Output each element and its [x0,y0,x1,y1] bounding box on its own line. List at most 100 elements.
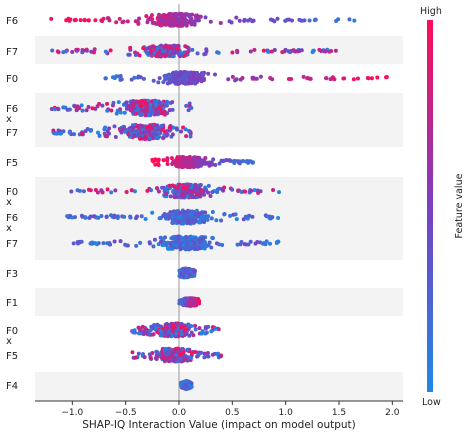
data-point [105,16,110,21]
data-point [160,243,165,248]
data-point [128,215,133,220]
data-point [258,74,263,79]
data-point [243,189,248,194]
data-point [247,213,252,218]
data-point [105,101,110,106]
data-point [176,163,181,168]
data-point [134,243,139,248]
data-point [180,13,185,18]
data-point [130,103,135,108]
data-point [210,210,215,215]
data-point [128,45,133,50]
data-point [122,214,127,219]
data-point [136,133,141,138]
data-point [172,43,177,48]
data-point [182,213,187,218]
data-point [234,15,239,20]
row-label: F0 [6,326,18,337]
data-point [133,50,138,55]
data-point [138,75,143,80]
data-point [109,190,114,195]
data-point [194,192,199,197]
data-point [216,50,221,55]
data-point [228,213,233,218]
data-point [89,127,94,132]
x-axis: −1.0 −0.5 0.0 0.5 1.0 1.5 2.0 [35,400,403,418]
data-point [170,16,175,21]
data-point [239,240,244,245]
data-point [209,329,214,334]
data-point [332,77,337,82]
data-point [159,333,164,338]
data-point [103,49,108,54]
data-point [145,188,150,193]
colorbar-title: Feature value [454,173,465,238]
data-point [113,135,118,140]
data-point [179,164,184,169]
data-point [187,14,192,19]
x-tick-label: 0.5 [225,408,239,418]
data-point [193,327,198,332]
data-point [176,346,181,351]
data-point [188,134,193,139]
data-point [103,76,108,81]
data-point [154,99,159,104]
data-point [140,124,145,129]
data-point [121,19,126,24]
data-point [188,212,193,217]
data-point [206,190,211,195]
data-point [201,245,206,250]
data-point [212,72,217,77]
data-point [61,129,66,134]
data-point [127,52,132,57]
data-point [230,74,235,79]
data-point [180,299,185,304]
data-point [163,21,168,26]
data-point [181,267,186,272]
row-label: F0 [6,187,18,198]
data-point [150,210,155,215]
data-point [323,49,328,54]
data-point [96,130,101,135]
data-point [100,103,105,108]
row-label: F7 [6,47,18,58]
data-point [328,77,333,82]
data-point [170,353,175,358]
data-point [186,245,191,250]
data-point [234,217,239,222]
data-point [105,108,110,113]
data-point [256,190,261,195]
data-point [150,157,155,162]
data-point [341,76,346,81]
data-point [163,347,168,352]
data-point [93,18,98,23]
data-point [123,129,128,134]
data-point [177,220,181,225]
data-point [74,48,79,53]
data-point [134,355,139,360]
data-point [215,190,220,195]
data-point [76,241,81,246]
data-point [254,76,259,81]
data-point [246,242,251,247]
data-point [164,191,169,196]
data-point [203,51,208,56]
data-point [310,50,315,55]
data-point [221,159,226,164]
data-point [174,126,179,131]
data-point [167,19,172,24]
data-point [130,350,135,355]
data-point [186,326,191,331]
data-point [195,243,200,248]
data-point [221,188,226,193]
data-point [201,217,206,222]
data-point [144,125,149,130]
data-point [145,20,150,25]
data-point [142,355,147,360]
data-point [249,188,254,193]
data-point [201,236,205,241]
data-points [49,11,389,391]
data-point [165,158,170,163]
row-band [35,372,403,401]
data-point [168,13,173,18]
